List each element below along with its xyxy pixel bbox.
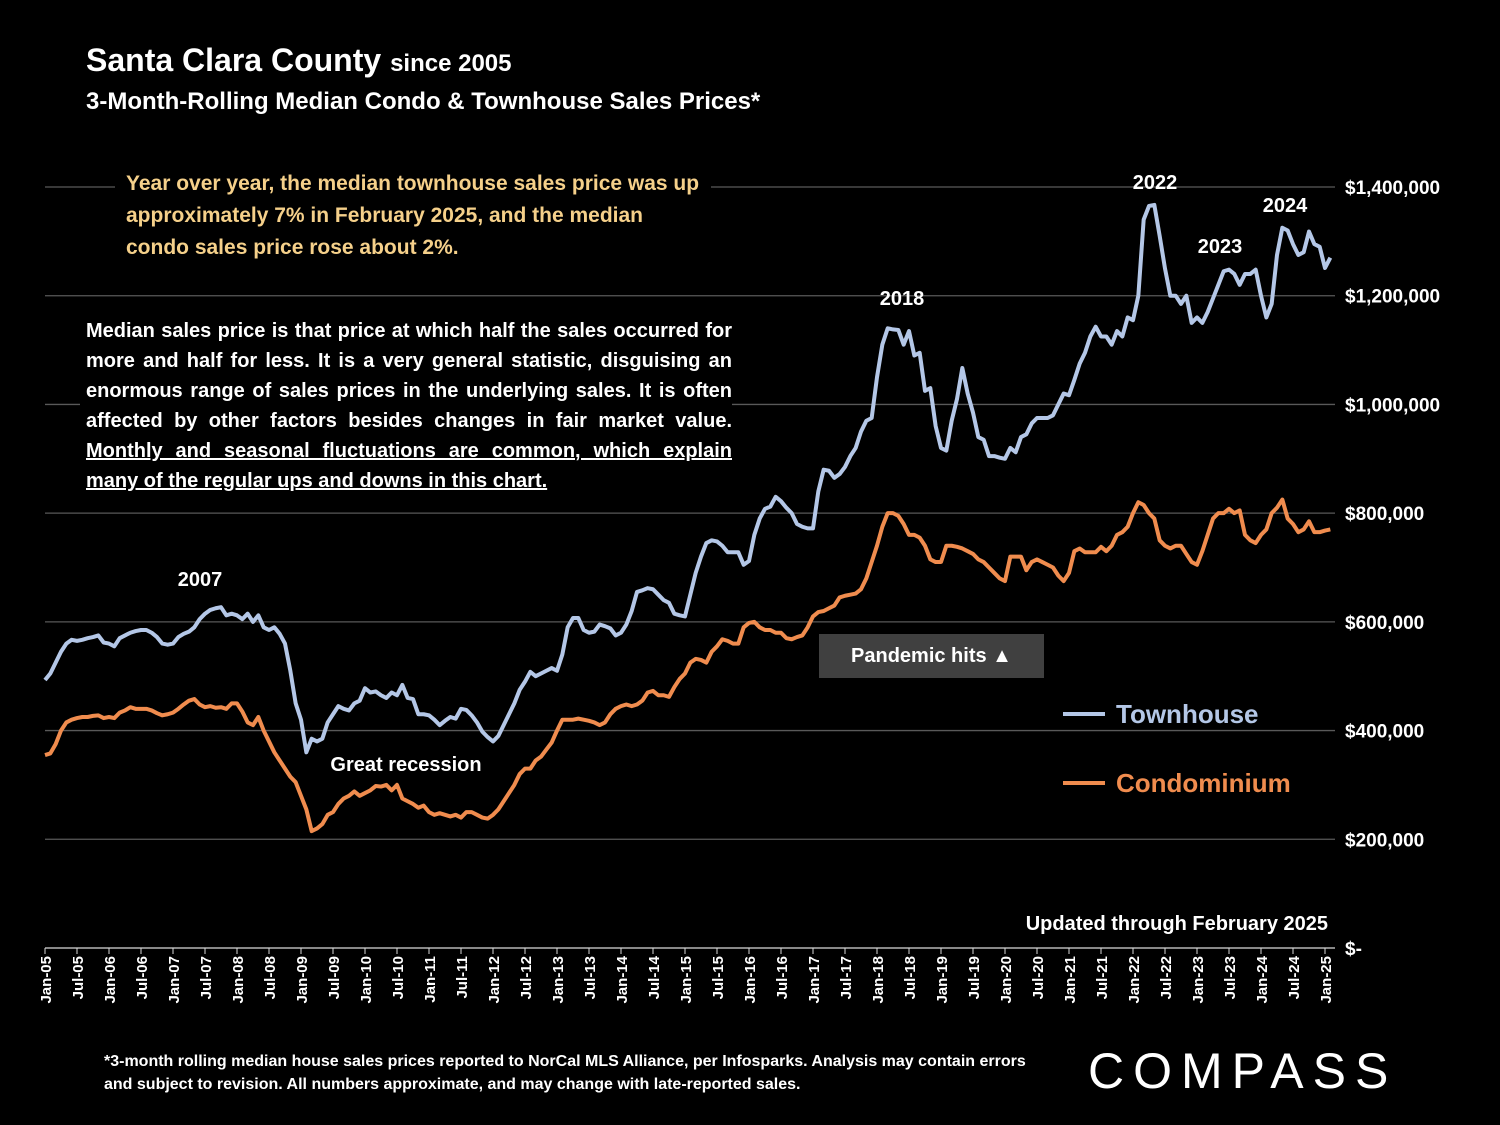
- x-tick-label: Jan-18: [870, 956, 887, 1004]
- x-tick-label: Jan-19: [934, 956, 951, 1004]
- footnote: *3-month rolling median house sales pric…: [104, 1050, 1044, 1096]
- x-tick-label: Jan-22: [1126, 956, 1143, 1004]
- x-tick-label: Jul-11: [454, 956, 471, 999]
- x-tick-label: Jan-06: [102, 956, 119, 1004]
- y-tick-label: $1,400,000: [1345, 178, 1440, 199]
- body-text: Median sales price is that price at whic…: [80, 316, 732, 496]
- annotation: 2007: [178, 569, 223, 591]
- chart-title: Santa Clara County: [86, 42, 382, 78]
- x-tick-label: Jan-07: [166, 956, 183, 1004]
- x-tick-label: Jul-14: [646, 955, 663, 999]
- legend-label: Condominium: [1116, 768, 1291, 798]
- line-series: [43, 202, 1333, 755]
- title-note: since 2005: [390, 50, 512, 77]
- x-tick-label: Jul-20: [1030, 956, 1047, 999]
- x-tick-label: Jan-14: [614, 955, 631, 1003]
- x-tick-label: Jul-22: [1158, 956, 1175, 999]
- x-tick-label: Jan-13: [550, 956, 567, 1004]
- x-tick-label: Jan-20: [998, 956, 1015, 1004]
- updated-note: Updated through February 2025: [1025, 913, 1328, 935]
- x-tick-label: Jul-19: [966, 956, 983, 999]
- x-tick-label: Jan-24: [1254, 955, 1271, 1003]
- x-tick-label: Jan-09: [294, 956, 311, 1004]
- x-tick-label: Jul-21: [1094, 956, 1111, 999]
- y-tick-label: $1,200,000: [1345, 287, 1440, 308]
- annotation-box: Pandemic hits ▲: [819, 634, 1044, 678]
- highlight-text: Year over year, the median townhouse sal…: [115, 168, 711, 264]
- x-tick-label: Jul-08: [262, 956, 279, 999]
- x-tick-label: Jul-06: [134, 956, 151, 999]
- x-tick-label: Jan-17: [806, 956, 823, 1004]
- body-text-part: Median sales price is that price at whic…: [86, 320, 732, 432]
- x-tick-label: Jan-16: [742, 956, 759, 1004]
- x-tick-label: Jan-23: [1190, 956, 1207, 1004]
- x-tick-label: Jan-11: [422, 956, 439, 1003]
- x-tick-label: Jul-07: [198, 956, 215, 999]
- body-text-underlined: Monthly and seasonal fluctuations are co…: [86, 440, 732, 492]
- x-tick-label: Jul-09: [326, 956, 343, 999]
- x-tick-label: Jul-05: [70, 956, 87, 999]
- x-tick-label: Jul-24: [1286, 955, 1303, 999]
- x-tick-label: Jan-21: [1062, 956, 1079, 1004]
- x-tick-label: Jan-12: [486, 956, 503, 1004]
- x-tick-label: Jul-16: [774, 956, 791, 999]
- annotation: 2023: [1198, 236, 1243, 258]
- y-tick-label: $1,000,000: [1345, 395, 1440, 416]
- legend-label: Townhouse: [1116, 699, 1259, 729]
- x-tick-label: Jan-25: [1318, 956, 1335, 1004]
- x-tick-label: Jul-18: [902, 956, 919, 999]
- x-tick-label: Jan-10: [358, 956, 375, 1004]
- line-series: [44, 497, 1331, 834]
- y-tick-label: $400,000: [1345, 722, 1424, 743]
- y-tick-label: $200,000: [1345, 830, 1424, 851]
- chart-subtitle: 3-Month-Rolling Median Condo & Townhouse…: [86, 88, 761, 115]
- x-tick-label: Jan-08: [230, 956, 247, 1004]
- annotation: 2024: [1263, 195, 1308, 217]
- brand-logo: COMPASS: [1088, 1042, 1398, 1100]
- x-tick-label: Jul-23: [1222, 956, 1239, 999]
- title-block: Santa Clara County since 2005: [86, 42, 512, 79]
- x-tick-label: Jul-17: [838, 956, 855, 999]
- y-tick-label: $600,000: [1345, 613, 1424, 634]
- x-tick-label: Jul-12: [518, 956, 535, 999]
- annotation: 2018: [880, 288, 925, 310]
- y-tick-label: $-: [1345, 939, 1362, 960]
- x-tick-label: Jan-05: [38, 956, 55, 1004]
- x-tick-label: Jan-15: [678, 956, 695, 1004]
- x-tick-label: Jul-15: [710, 956, 727, 999]
- x-tick-label: Jul-13: [582, 956, 599, 999]
- x-tick-label: Jul-10: [390, 956, 407, 999]
- y-tick-label: $800,000: [1345, 504, 1424, 525]
- annotation: 2022: [1133, 172, 1178, 194]
- annotation: Great recession: [330, 754, 481, 776]
